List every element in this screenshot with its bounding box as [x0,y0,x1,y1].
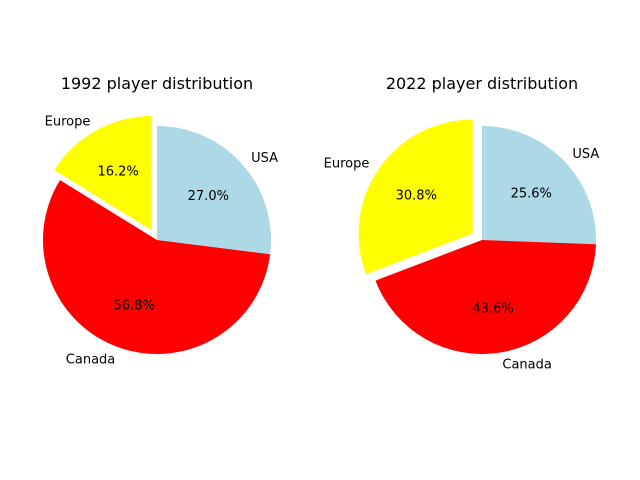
pct-label-europe-1992: 16.2% [97,164,138,179]
pct-label-europe-2022: 30.8% [396,189,437,204]
slice-label-canada-1992: Canada [66,352,115,367]
pie-chart-1992: 1992 player distribution USA 27.0% Canada 5… [43,74,278,367]
pie-labels-1992: USA 27.0% Canada 56.8% Europe 16.2% [45,115,278,368]
pct-label-canada-1992: 56.8% [114,299,155,314]
chart-title-1992: 1992 player distribution [61,74,253,93]
pct-label-usa-2022: 25.6% [511,187,552,202]
slice-label-usa-1992: USA [251,151,278,166]
pct-label-canada-2022: 43.6% [472,301,513,316]
pie-slice-europe-2022 [358,119,473,275]
pie-slices-1992 [43,116,271,354]
slice-label-europe-1992: Europe [45,115,91,130]
chart-title-2022: 2022 player distribution [386,74,578,93]
pie-chart-2022: 2022 player distribution USA 25.6% Canada 4… [324,74,600,373]
pie-slice-usa-1992 [157,126,271,255]
slice-label-canada-2022: Canada [502,358,551,373]
pie-labels-2022: USA 25.6% Canada 43.6% Europe 30.8% [324,147,600,373]
pct-label-usa-1992: 27.0% [188,189,229,204]
pie-slice-canada-1992 [43,180,271,354]
slice-label-europe-2022: Europe [324,156,370,171]
pie-slices-2022 [358,119,596,354]
pie-slice-europe-1992 [54,116,152,231]
pie-slice-canada-2022 [375,240,596,354]
pie-slice-usa-2022 [482,126,596,245]
slice-label-usa-2022: USA [572,147,599,162]
